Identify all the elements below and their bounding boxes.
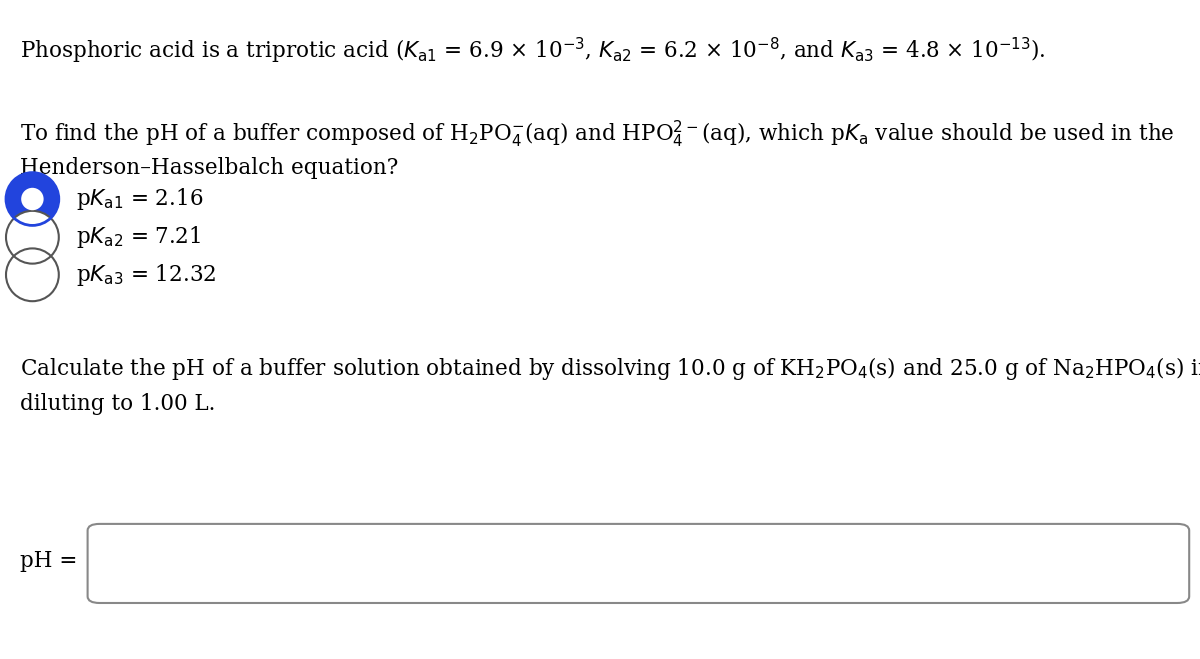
Ellipse shape [6, 173, 59, 225]
Text: Henderson–Hasselbalch equation?: Henderson–Hasselbalch equation? [20, 157, 398, 179]
Text: diluting to 1.00 L.: diluting to 1.00 L. [20, 393, 216, 415]
Text: Phosphoric acid is a triprotic acid ($K_{\mathrm{a1}}$ = 6.9 × 10$^{-3}$, $K_{\m: Phosphoric acid is a triprotic acid ($K_… [20, 36, 1046, 67]
Text: p$K_{\mathrm{a1}}$ = 2.16: p$K_{\mathrm{a1}}$ = 2.16 [76, 186, 203, 212]
Ellipse shape [6, 211, 59, 264]
FancyBboxPatch shape [88, 524, 1189, 603]
Text: pH =: pH = [20, 550, 78, 573]
Ellipse shape [6, 248, 59, 301]
Text: p$K_{\mathrm{a2}}$ = 7.21: p$K_{\mathrm{a2}}$ = 7.21 [76, 224, 200, 250]
Ellipse shape [22, 188, 43, 210]
Text: Calculate the pH of a buffer solution obtained by dissolving 10.0 g of KH$_{2}$P: Calculate the pH of a buffer solution ob… [20, 355, 1200, 382]
Text: To find the pH of a buffer composed of H$_{2}$PO$_{4}^{-}$(aq) and HPO$_{4}^{2-}: To find the pH of a buffer composed of H… [20, 119, 1175, 150]
Text: p$K_{\mathrm{a3}}$ = 12.32: p$K_{\mathrm{a3}}$ = 12.32 [76, 262, 216, 288]
